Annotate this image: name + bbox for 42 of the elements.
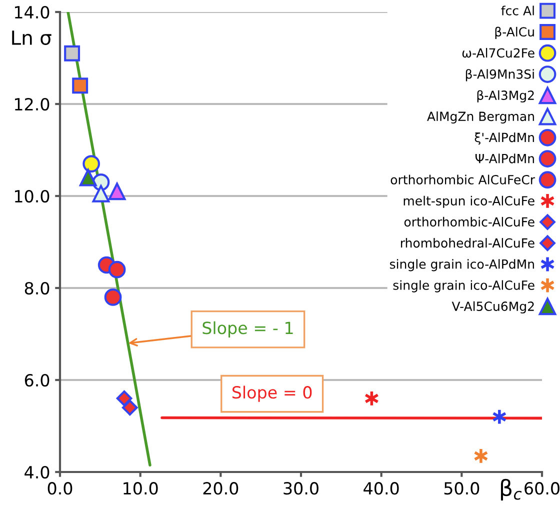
legend-label: fcc Al: [501, 6, 534, 16]
legend-label: single grain ico-AlPdMn: [390, 259, 534, 272]
legend-label: β-Al9Mn3Si: [466, 69, 534, 82]
x-axis-title: β$_{c}$: [500, 478, 522, 501]
y-axis-title: Ln σ: [12, 30, 52, 46]
y-tick-label: 8.0: [24, 282, 50, 295]
point: [82, 155, 100, 172]
legend-label: AlMgZn Bergman: [427, 111, 534, 124]
y-tick-label: 4.0: [24, 466, 50, 479]
legend-label: β-AlCu: [495, 26, 534, 39]
y-tick-label: 10.0: [15, 190, 50, 203]
legend-label: melt-spun ico-AlCuFe: [404, 196, 534, 208]
x-tick-label: 40.0: [364, 482, 399, 495]
legend-label: ξ'-AlPdMn: [474, 132, 534, 145]
legend-label: ω-Al7Cu2Fe: [462, 48, 534, 58]
legend-label: rhombohedral-AlCuFe: [401, 238, 534, 248]
point: [116, 390, 132, 406]
point: [92, 185, 110, 202]
point: [64, 45, 80, 62]
legend-label: Ψ-AlPdMn: [475, 154, 534, 164]
legend-label: orthorhombic-AlCuFe: [404, 216, 534, 227]
x-tick-label: 10.0: [124, 482, 158, 495]
point: [108, 182, 126, 200]
point: [72, 78, 88, 94]
legend-label: single grain ico-AlCuFe: [393, 280, 534, 292]
legend-label: β-Al3Mg2: [477, 90, 534, 102]
point: [122, 400, 138, 416]
point: [104, 288, 122, 306]
point: [108, 260, 126, 278]
annotation: Slope = - 1: [202, 321, 293, 338]
x-tick-label: 60.0: [524, 482, 560, 495]
x-tick-label: 20.0: [203, 482, 238, 495]
x-tick-label: 50.0: [444, 482, 480, 495]
legend-label: V-Al5Cu6Mg2: [452, 301, 534, 314]
annotation: Slope = 0: [232, 386, 312, 402]
y-tick-label: 6.0: [24, 374, 50, 387]
point: [79, 168, 97, 186]
y-tick-label: 14.0: [15, 6, 50, 19]
x-tick-label: 30.0: [284, 482, 318, 495]
y-tick-label: 12.0: [15, 98, 50, 111]
legend-label: orthorhombic AlCuFeCr: [390, 174, 536, 184]
x-tick-label: 0.0: [48, 482, 72, 495]
